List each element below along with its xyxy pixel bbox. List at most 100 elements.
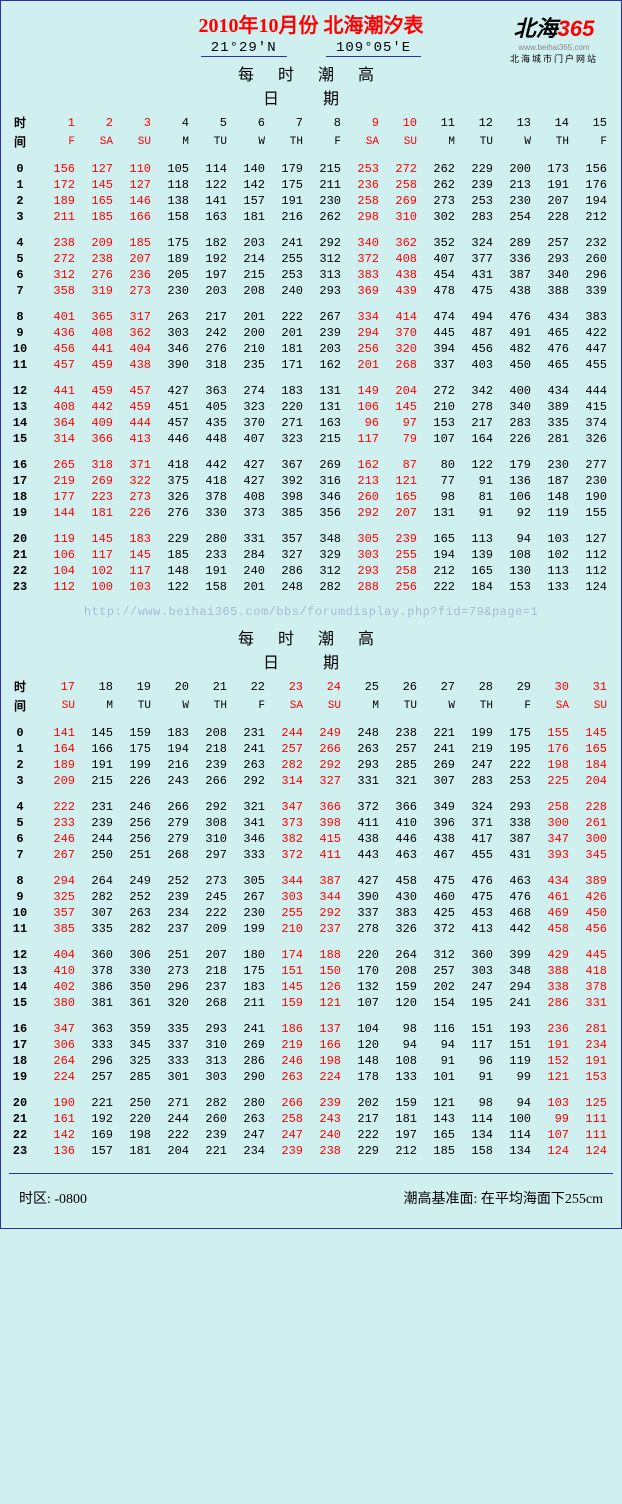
tide-value: 476 xyxy=(495,309,533,325)
tide-value: 166 xyxy=(77,741,115,757)
weekday: W xyxy=(495,132,533,151)
weekday: SA xyxy=(533,696,571,715)
tide-value: 91 xyxy=(457,473,495,489)
tide-value: 215 xyxy=(305,431,343,447)
tide-value: 111 xyxy=(571,1127,609,1143)
tide-value: 134 xyxy=(457,1127,495,1143)
tide-value: 280 xyxy=(191,531,229,547)
tide-value: 316 xyxy=(609,457,622,473)
tide-value: 181 xyxy=(267,341,305,357)
tide-value: 148 xyxy=(343,1053,381,1069)
tide-value: 326 xyxy=(381,921,419,937)
tide-value: 439 xyxy=(381,283,419,299)
tide-value: 402 xyxy=(39,979,77,995)
tide-value: 312 xyxy=(305,251,343,267)
tide-value: 214 xyxy=(229,251,267,267)
tide-value: 339 xyxy=(571,283,609,299)
tide-value: 442 xyxy=(77,399,115,415)
tide-value: 300 xyxy=(533,815,571,831)
tide-value: 348 xyxy=(495,963,533,979)
tide-value: 235 xyxy=(229,357,267,373)
tide-value: 378 xyxy=(571,979,609,995)
tide-value: 134 xyxy=(495,1143,533,1159)
tide-value: 282 xyxy=(267,757,305,773)
tide-value: 107 xyxy=(533,1127,571,1143)
tide-value: 247 xyxy=(457,757,495,773)
tide-value: 318 xyxy=(191,357,229,373)
tide-value: 361 xyxy=(115,995,153,1011)
tide-value: 282 xyxy=(115,921,153,937)
tide-value: 216 xyxy=(153,757,191,773)
tide-value: 363 xyxy=(77,1021,115,1037)
weekday: F xyxy=(571,132,609,151)
hour-label: 19 xyxy=(1,505,39,521)
tide-value: 373 xyxy=(267,815,305,831)
tide-value: 387 xyxy=(305,873,343,889)
tide-value: 372 xyxy=(267,847,305,863)
tide-value: 249 xyxy=(115,873,153,889)
tide-value: 153 xyxy=(419,415,457,431)
tide-value: 183 xyxy=(267,383,305,399)
tide-value: 180 xyxy=(229,947,267,963)
tide-value: 175 xyxy=(267,177,305,193)
tide-value: 104 xyxy=(343,1021,381,1037)
tide-value: 145 xyxy=(115,547,153,563)
day-number: 23 xyxy=(267,677,305,696)
tide-value: 475 xyxy=(419,873,457,889)
tide-value: 252 xyxy=(153,873,191,889)
tide-value: 207 xyxy=(381,505,419,521)
tide-value: 307 xyxy=(77,905,115,921)
tide-value: 427 xyxy=(153,383,191,399)
tide-value: 204 xyxy=(153,1143,191,1159)
tide-value: 386 xyxy=(77,979,115,995)
tide-value: 215 xyxy=(305,161,343,177)
tide-value: 201 xyxy=(229,309,267,325)
tide-value: 305 xyxy=(229,873,267,889)
tide-value: 239 xyxy=(457,177,495,193)
weekday: SA xyxy=(267,696,305,715)
tide-value: 98 xyxy=(381,1021,419,1037)
tide-value: 459 xyxy=(77,383,115,399)
tide-value: 238 xyxy=(77,251,115,267)
tide-value: 237 xyxy=(191,979,229,995)
tide-value: 390 xyxy=(343,889,381,905)
tide-value: 247 xyxy=(229,1127,267,1143)
tide-value: 455 xyxy=(571,357,609,373)
tide-value: 463 xyxy=(381,847,419,863)
tide-value: 212 xyxy=(381,1143,419,1159)
tide-value: 230 xyxy=(305,193,343,209)
tide-value: 349 xyxy=(419,799,457,815)
tide-value: 366 xyxy=(381,799,419,815)
tide-value: 239 xyxy=(267,1143,305,1159)
tide-value: 455 xyxy=(457,847,495,863)
tide-value: 218 xyxy=(191,963,229,979)
hour-label: 3 xyxy=(1,773,39,789)
tide-value: 283 xyxy=(457,209,495,225)
tide-value: 387 xyxy=(495,831,533,847)
tide-value: 256 xyxy=(115,831,153,847)
tide-value: 220 xyxy=(115,1111,153,1127)
tide-value: 494 xyxy=(457,309,495,325)
tide-value: 165 xyxy=(419,531,457,547)
tide-value: 246 xyxy=(39,831,77,847)
tide-value: 407 xyxy=(419,251,457,267)
tide-value: 397 xyxy=(609,415,622,431)
tide-value: 200 xyxy=(229,325,267,341)
tide-value: 324 xyxy=(457,235,495,251)
tide-value: 233 xyxy=(39,815,77,831)
tide-value: 268 xyxy=(191,995,229,1011)
tide-value: 426 xyxy=(571,889,609,905)
tide-value: 434 xyxy=(533,873,571,889)
weekday: W xyxy=(153,696,191,715)
tide-value: 203 xyxy=(191,283,229,299)
datum-label: 潮高基准面: 在平均海面下255cm xyxy=(404,1188,604,1208)
tide-value: 133 xyxy=(609,547,622,563)
tide-value: 120 xyxy=(343,1037,381,1053)
tide-value: 150 xyxy=(305,963,343,979)
hour-label: 0 xyxy=(1,161,39,177)
tide-value: 408 xyxy=(229,489,267,505)
tide-value: 260 xyxy=(191,1111,229,1127)
tide-value: 322 xyxy=(115,473,153,489)
tide-value: 228 xyxy=(533,209,571,225)
tide-value: 222 xyxy=(343,1127,381,1143)
